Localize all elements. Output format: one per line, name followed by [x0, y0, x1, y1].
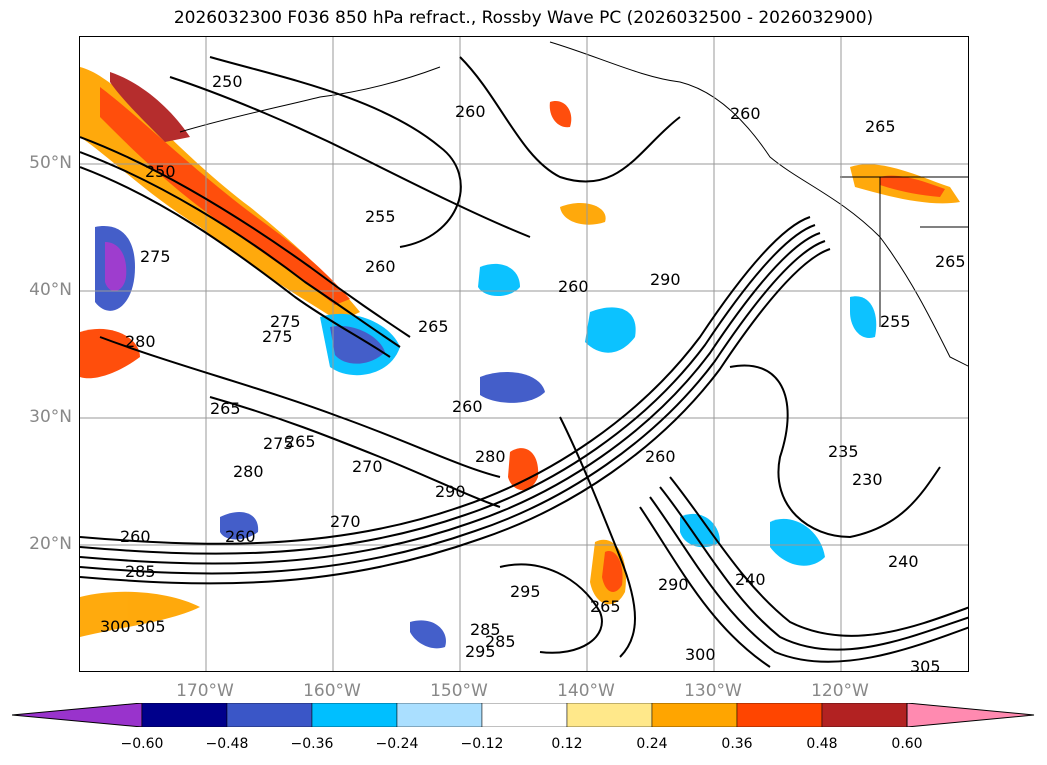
contour-label: 285 [470, 620, 501, 639]
contour-label: 275 [262, 327, 293, 346]
lon-label-160w: 160°W [303, 681, 361, 701]
colorbar-segment [141, 703, 228, 727]
contour-label: 275 [263, 434, 294, 453]
colorbar-tick: −0.24 [375, 736, 419, 752]
lat-label-20n: 20°N [29, 534, 72, 554]
colorbar-tick: −0.60 [120, 736, 164, 752]
contour-label: 305 [135, 617, 166, 636]
contour-label: 265 [935, 252, 966, 271]
lon-label-150w: 150°W [430, 681, 488, 701]
colorbar-left-arrow [12, 703, 143, 727]
contour-label: 280 [233, 462, 264, 481]
contour-label: 265 [285, 432, 316, 451]
contour-label: 260 [645, 447, 676, 466]
colorbar-tick: 0.12 [551, 736, 583, 752]
lon-label-140w: 140°W [557, 681, 615, 701]
contour-label: 285 [485, 632, 516, 651]
contour-labels: 250 260 265 260 250 255 260 275 265 260 … [100, 72, 966, 672]
contour-label: 290 [658, 575, 689, 594]
colorbar-segment [481, 703, 568, 727]
contour-label: 295 [510, 582, 541, 601]
colorbar-segment [396, 703, 483, 727]
colorbar-segment [226, 703, 313, 727]
contour-label: 290 [435, 482, 466, 501]
colorbar-tick: 0.24 [636, 736, 668, 752]
lon-label-170w: 170°W [176, 681, 234, 701]
lat-label-40n: 40°N [29, 280, 72, 300]
colorbar-tick: −0.36 [290, 736, 334, 752]
map-svg: 250 260 265 260 250 255 260 275 265 260 … [80, 37, 968, 672]
contour-label: 270 [352, 457, 383, 476]
lon-label-120w: 120°W [811, 681, 869, 701]
contour-label: 305 [910, 657, 941, 672]
contour-label: 295 [465, 642, 496, 661]
contour-label: 235 [828, 442, 859, 461]
contour-label: 240 [888, 552, 919, 571]
colorbar-segment [566, 703, 653, 727]
contour-label: 230 [852, 470, 883, 489]
colorbar-tick: −0.12 [460, 736, 504, 752]
lat-label-50n: 50°N [29, 153, 72, 173]
lon-label-130w: 130°W [684, 681, 742, 701]
graticule [80, 37, 968, 671]
contour-label: 255 [880, 312, 911, 331]
colorbar-right-arrow [906, 703, 1035, 727]
contour-label: 275 [270, 312, 301, 331]
contour-label: 270 [330, 512, 361, 531]
colorbar-segment [311, 703, 398, 727]
shaded-anomalies [80, 67, 960, 649]
contour-lines [80, 56, 968, 668]
contour-label: 300 [685, 645, 716, 664]
map-panel: 250 260 265 260 250 255 260 275 265 260 … [79, 36, 969, 672]
contour-label: 260 [730, 104, 761, 123]
contour-label: 250 [212, 72, 243, 91]
contour-label: 265 [418, 317, 449, 336]
contour-label: 260 [558, 277, 589, 296]
contour-label: 280 [475, 447, 506, 466]
contour-label: 260 [365, 257, 396, 276]
colorbar-segment [736, 703, 823, 727]
contour-label: 260 [452, 397, 483, 416]
contour-label: 260 [455, 102, 486, 121]
colorbar-segment [821, 703, 908, 727]
contour-label: 255 [365, 207, 396, 226]
contour-label: 290 [650, 270, 681, 289]
chart-title: 2026032300 F036 850 hPa refract., Rossby… [173, 8, 874, 28]
colorbar-tick: 0.48 [806, 736, 838, 752]
contour-label: 265 [590, 597, 621, 616]
contour-label: 275 [140, 247, 171, 266]
contour-label: 300 [100, 617, 131, 636]
coastlines [179, 41, 968, 367]
colorbar-tick: 0.60 [891, 736, 923, 752]
contour-label: 240 [735, 570, 766, 589]
contour-label: 285 [125, 562, 156, 581]
contour-label: 260 [225, 527, 256, 546]
colorbar-tick: 0.36 [721, 736, 753, 752]
colorbar-segment [651, 703, 738, 727]
contour-label: 260 [120, 527, 151, 546]
lat-label-30n: 30°N [29, 407, 72, 427]
contour-label: 250 [145, 162, 176, 181]
contour-label: 265 [865, 117, 896, 136]
colorbar [12, 703, 1035, 727]
contour-label: 280 [125, 332, 156, 351]
contour-label: 265 [210, 399, 241, 418]
colorbar-tick: −0.48 [205, 736, 249, 752]
